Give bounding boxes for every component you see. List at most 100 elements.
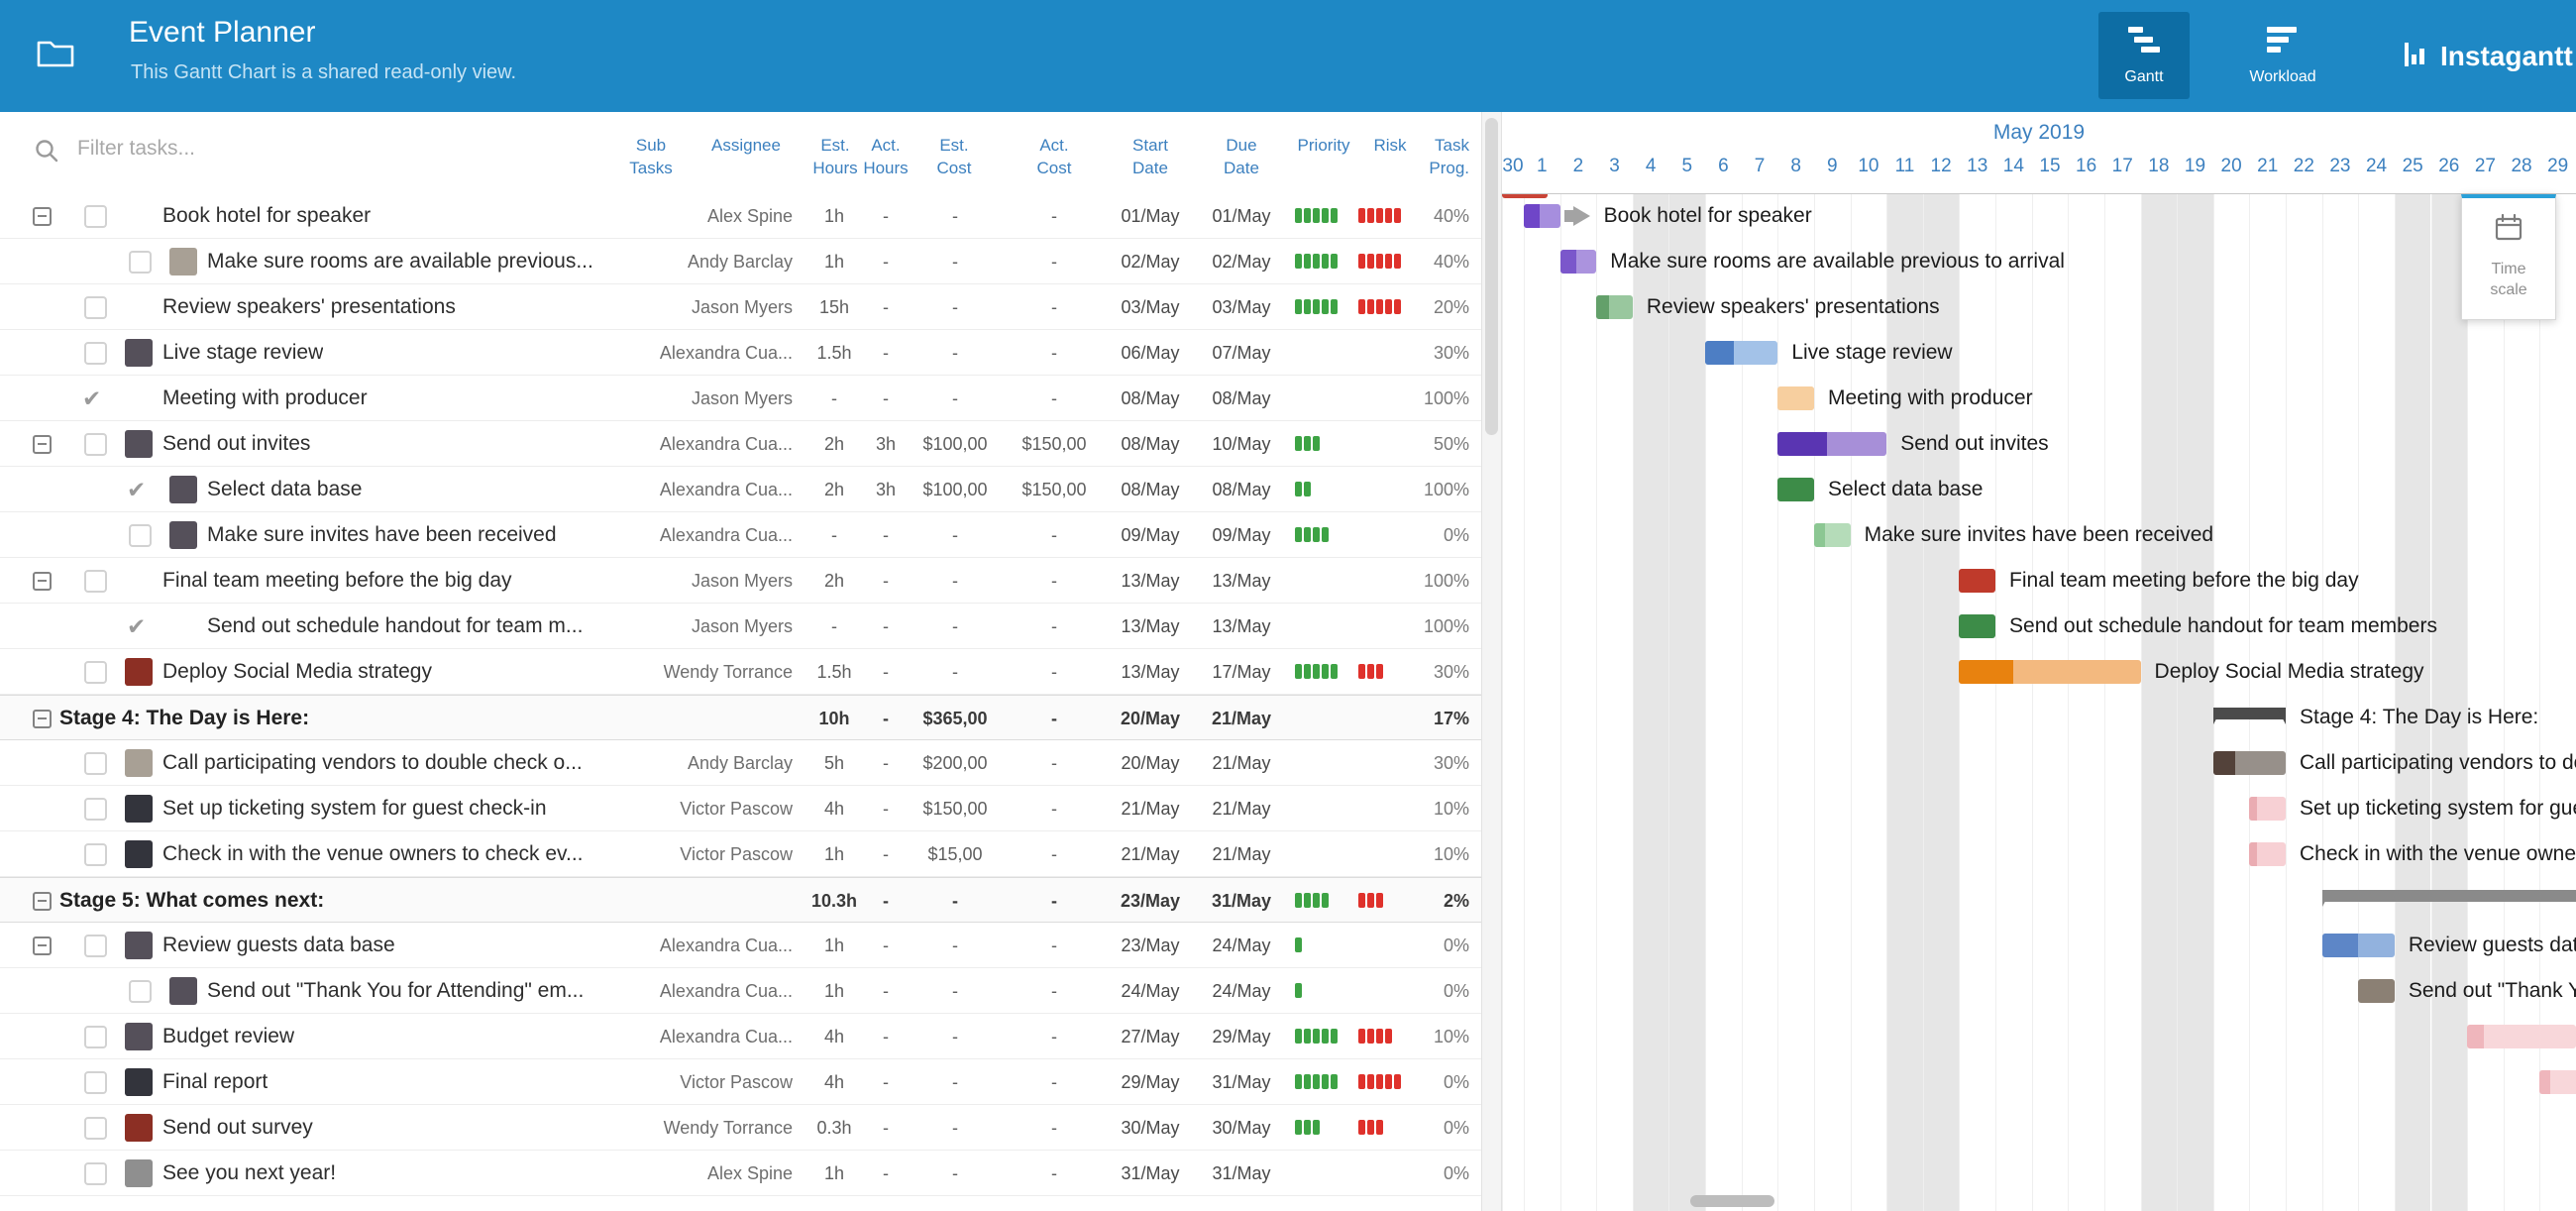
- gantt-view-button[interactable]: Gantt: [2098, 12, 2190, 99]
- priority-dot: [1322, 1074, 1329, 1089]
- task-row[interactable]: Check in with the venue owners to check …: [0, 831, 1481, 877]
- collapse-toggle-icon[interactable]: [33, 892, 52, 911]
- gantt-summary-bar[interactable]: [2321, 890, 2576, 902]
- task-name: Deploy Social Media strategy: [162, 660, 432, 683]
- due-date-cell: 21/May: [1211, 709, 1272, 728]
- risk-dot: [1367, 1074, 1374, 1089]
- gantt-bar[interactable]: [1777, 478, 1814, 501]
- gantt-bar[interactable]: [2467, 1025, 2576, 1048]
- task-row[interactable]: Budget review Alexandra Cua... 4h - - - 27/May…: [0, 1014, 1481, 1059]
- task-checkbox[interactable]: [84, 296, 107, 319]
- task-row[interactable]: ✔ Meeting with producer Jason Myers - - - - 08/…: [0, 376, 1481, 421]
- task-row[interactable]: Live stage review Alexandra Cua... 1.5h - - -…: [0, 330, 1481, 376]
- priority-dots: [1295, 254, 1340, 269]
- gantt-bar[interactable]: [2249, 797, 2286, 821]
- task-checkbox[interactable]: [84, 433, 107, 456]
- app-header: Event Planner This Gantt Chart is a shar…: [0, 0, 2576, 112]
- group-row[interactable]: Stage 5: What comes next: 10.3h - - - 23/May 3…: [0, 877, 1481, 923]
- task-checkbox[interactable]: [84, 342, 107, 365]
- collapse-toggle-icon[interactable]: [33, 435, 52, 454]
- day-number: 13: [1967, 156, 1988, 176]
- group-row[interactable]: Stage 4: The Day is Here: 10h - $365,00 - 20/…: [0, 695, 1481, 740]
- progress-cell: 2%: [1443, 891, 1469, 911]
- task-row[interactable]: Book hotel for speaker Alex Spine 1h - - - 01/…: [0, 193, 1481, 239]
- task-checkbox[interactable]: [84, 1026, 107, 1048]
- filter-tasks-input[interactable]: [75, 136, 376, 162]
- risk-dot: [1385, 1029, 1392, 1044]
- vertical-scrollbar-thumb[interactable]: [1485, 118, 1498, 435]
- act-cost-cell: -: [1051, 297, 1057, 317]
- horizontal-scrollbar-thumb[interactable]: [1690, 1195, 1774, 1207]
- task-row[interactable]: Send out invites Alexandra Cua... 2h 3h $100…: [0, 421, 1481, 467]
- task-completed-check-icon[interactable]: ✔: [82, 385, 102, 411]
- gantt-summary-bar[interactable]: [2212, 708, 2286, 719]
- folder-icon[interactable]: [36, 36, 75, 74]
- task-row[interactable]: See you next year! Alex Spine 1h - - - 31/May 3…: [0, 1151, 1481, 1196]
- risk-dot: [1376, 1074, 1383, 1089]
- task-checkbox[interactable]: [84, 661, 107, 684]
- task-row[interactable]: Deploy Social Media strategy Wendy Torran…: [0, 649, 1481, 695]
- collapse-toggle-icon[interactable]: [33, 936, 52, 955]
- act-cost-cell: -: [1051, 1118, 1057, 1138]
- act-hours-cell: -: [883, 1118, 889, 1138]
- gantt-bar[interactable]: [2321, 934, 2395, 957]
- task-checkbox[interactable]: [84, 1071, 107, 1094]
- gantt-bar[interactable]: [1959, 614, 1996, 638]
- task-checkbox[interactable]: [84, 1117, 107, 1140]
- task-checkbox[interactable]: [84, 843, 107, 866]
- task-completed-check-icon[interactable]: ✔: [127, 477, 147, 502]
- task-checkbox[interactable]: [84, 752, 107, 775]
- workload-view-button[interactable]: Workload: [2223, 12, 2342, 99]
- task-row[interactable]: Call participating vendors to double che…: [0, 740, 1481, 786]
- task-row[interactable]: Send out survey Wendy Torrance 0.3h - - - 30/M…: [0, 1105, 1481, 1151]
- gantt-bar[interactable]: [2539, 1070, 2576, 1094]
- gantt-bar[interactable]: [1559, 250, 1597, 274]
- start-date-cell: 20/May: [1121, 753, 1180, 773]
- task-row[interactable]: Final team meeting before the big day Jas…: [0, 558, 1481, 604]
- task-row[interactable]: Review speakers' presentations Jason Myer…: [0, 284, 1481, 330]
- priority-dots: [1295, 937, 1304, 952]
- task-row[interactable]: Final report Victor Pascow 4h - - - 29/May 31/M…: [0, 1059, 1481, 1105]
- task-row[interactable]: ✔ Select data base Alexandra Cua... 2h 3h $10…: [0, 467, 1481, 512]
- gantt-bar[interactable]: [2358, 979, 2395, 1003]
- vertical-scrollbar[interactable]: [1481, 112, 1502, 1211]
- task-row[interactable]: Make sure invites have been received Alex…: [0, 512, 1481, 558]
- task-checkbox[interactable]: [129, 251, 152, 274]
- gantt-task-label: Meeting with producer: [1827, 386, 2033, 409]
- task-checkbox[interactable]: [84, 935, 107, 957]
- start-date-cell: 08/May: [1121, 480, 1180, 499]
- time-scale-card[interactable]: Time scale: [2461, 194, 2556, 320]
- gantt-bar[interactable]: [2249, 842, 2286, 866]
- task-completed-check-icon[interactable]: ✔: [127, 613, 147, 639]
- gantt-bar[interactable]: [1777, 386, 1814, 410]
- task-checkbox[interactable]: [84, 798, 107, 821]
- task-row[interactable]: ✔ Send out schedule handout for team m...…: [0, 604, 1481, 649]
- gantt-bar[interactable]: [1596, 295, 1633, 319]
- task-checkbox[interactable]: [129, 980, 152, 1003]
- task-checkbox[interactable]: [129, 524, 152, 547]
- gantt-bar[interactable]: [2212, 751, 2286, 775]
- task-name: Stage 5: What comes next:: [59, 889, 325, 912]
- gantt-bar[interactable]: [1705, 341, 1778, 365]
- task-checkbox[interactable]: [84, 1162, 107, 1185]
- risk-dot: [1376, 1029, 1383, 1044]
- task-name: Send out invites: [162, 432, 311, 455]
- collapse-toggle-icon[interactable]: [33, 710, 52, 728]
- task-checkbox[interactable]: [84, 205, 107, 228]
- task-row[interactable]: Make sure rooms are available previous..…: [0, 239, 1481, 284]
- task-row[interactable]: Set up ticketing system for guest check-…: [0, 786, 1481, 831]
- gantt-bar[interactable]: [1524, 204, 1560, 228]
- workload-icon: [2265, 25, 2301, 59]
- gantt-bar-progress: [2321, 934, 2359, 957]
- gantt-bar[interactable]: [1959, 660, 2141, 684]
- est-cost-cell: -: [952, 1027, 958, 1046]
- collapse-toggle-icon[interactable]: [33, 207, 52, 226]
- task-row[interactable]: Send out "Thank You for Attending" em...…: [0, 968, 1481, 1014]
- collapse-toggle-icon[interactable]: [33, 572, 52, 591]
- column-header-line: Priority: [1297, 136, 1350, 155]
- gantt-bar[interactable]: [1959, 569, 1996, 593]
- gantt-bar[interactable]: [1777, 432, 1887, 456]
- task-row[interactable]: Review guests data base Alexandra Cua... 1…: [0, 923, 1481, 968]
- task-checkbox[interactable]: [84, 570, 107, 593]
- gantt-bar[interactable]: [1813, 523, 1851, 547]
